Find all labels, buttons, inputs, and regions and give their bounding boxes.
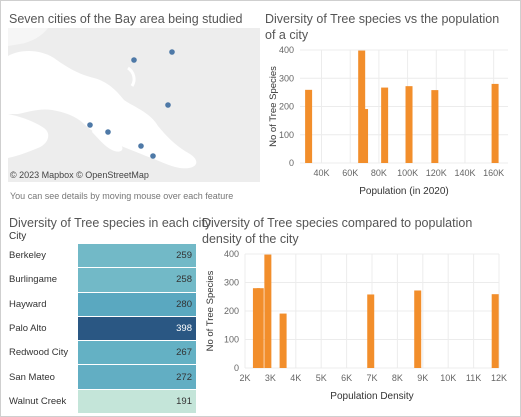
- density-chart-bar[interactable]: [252, 288, 260, 368]
- city-name: San Mateo: [6, 365, 78, 389]
- map-point-berkeley[interactable]: [131, 57, 137, 63]
- population-chart-x-tick-label: 100K: [397, 168, 418, 178]
- population-chart-x-tick-label: 60K: [342, 168, 358, 178]
- city-name: Burlingame: [6, 268, 78, 292]
- population-chart-y-tick-label: 0: [289, 158, 294, 168]
- density-chart-y-tick-label: 100: [224, 335, 239, 345]
- map-point-walnut-creek[interactable]: [169, 49, 175, 55]
- density-chart-y-tick-label: 0: [234, 363, 239, 373]
- city-heatmap: Berkeley 259 Burlingame 258 Hayward 280 Palo A…: [6, 244, 196, 414]
- city-row[interactable]: Palo Alto 398: [6, 316, 196, 342]
- density-chart-title: Diversity of Tree species compared to po…: [202, 216, 473, 246]
- city-column-header: City: [9, 231, 27, 242]
- species-count-cell: 259: [78, 244, 196, 268]
- population-chart-y-tick-label: 400: [279, 45, 294, 55]
- density-chart-y-tick-label: 200: [224, 306, 239, 316]
- density-chart-y-tick-label: 400: [224, 249, 239, 259]
- population-chart-y-tick-label: 200: [279, 102, 294, 112]
- population-chart-svg: 40K 60K 80K 100K 120K 140K 160K 0 100 200 300 400 Po…: [268, 45, 508, 197]
- density-chart-x-tick-label: 4K: [290, 373, 301, 383]
- population-chart-x-tick-label: 140K: [454, 168, 475, 178]
- city-name: Berkeley: [6, 244, 78, 268]
- population-chart-bar[interactable]: [381, 87, 389, 163]
- population-chart-bar[interactable]: [491, 83, 499, 163]
- population-chart-bar[interactable]: [405, 86, 413, 163]
- species-count-cell: 267: [78, 341, 196, 365]
- density-chart-bar[interactable]: [256, 288, 264, 368]
- density-chart-bar[interactable]: [279, 313, 287, 368]
- density-chart-x-axis-label: Population Density: [330, 391, 413, 402]
- map-point-burlingame[interactable]: [105, 129, 111, 135]
- population-chart-x-tick-label: 40K: [314, 168, 330, 178]
- density-chart-x-tick-label: 5K: [316, 373, 327, 383]
- density-chart-y-axis-label: No of Tree Species: [205, 270, 216, 351]
- population-chart-x-tick-label: 80K: [371, 168, 387, 178]
- population-chart-x-axis-label: Population (in 2020): [359, 186, 449, 197]
- species-count-cell: 398: [78, 316, 196, 341]
- city-table-title: Diversity of Tree species in each city: [9, 216, 212, 230]
- city-name: Redwood City: [6, 341, 78, 365]
- city-row[interactable]: Walnut Creek 191: [6, 389, 196, 414]
- species-count-cell: 280: [78, 292, 196, 316]
- density-chart-x-tick-label: 8K: [392, 373, 403, 383]
- density-chart-x-tick-label: 6K: [341, 373, 352, 383]
- map-point-hayward[interactable]: [165, 102, 171, 108]
- city-name: Hayward: [6, 292, 78, 316]
- map-point-palo-alto[interactable]: [150, 153, 156, 159]
- population-chart-bar[interactable]: [358, 50, 366, 163]
- density-chart-x-tick-label: 9K: [417, 373, 428, 383]
- city-row[interactable]: San Mateo 272: [6, 365, 196, 390]
- population-chart[interactable]: 40K 60K 80K 100K 120K 140K 160K 0 100 200 300 400 Po…: [262, 40, 516, 210]
- species-count-cell: 191: [78, 389, 196, 414]
- species-count-cell: 258: [78, 268, 196, 292]
- density-chart-x-tick-label: 7K: [366, 373, 377, 383]
- population-chart-y-tick-label: 100: [279, 130, 294, 140]
- density-chart-x-tick-label: 10K: [440, 373, 456, 383]
- map-point-san-mateo[interactable]: [87, 122, 93, 128]
- density-chart-x-tick-label: 12K: [491, 373, 507, 383]
- map-attribution: © 2023 Mapbox © OpenStreetMap: [10, 170, 149, 180]
- map-title: Seven cities of the Bay area being studi…: [9, 12, 243, 26]
- city-name: Palo Alto: [6, 316, 78, 341]
- density-chart-bar[interactable]: [264, 254, 272, 368]
- city-row[interactable]: Burlingame 258: [6, 268, 196, 293]
- population-chart-x-tick-label: 120K: [426, 168, 447, 178]
- density-chart-x-tick-label: 11K: [466, 373, 481, 383]
- city-row[interactable]: Redwood City 267: [6, 341, 196, 366]
- population-chart-bar[interactable]: [305, 89, 313, 163]
- city-row[interactable]: Hayward 280: [6, 292, 196, 317]
- density-chart[interactable]: 2K 3K 4K 5K 6K 7K 8K 9K 10K 11K 12K 0 100 200 300 400 Po…: [199, 244, 517, 414]
- density-chart-y-tick-label: 300: [224, 278, 239, 288]
- density-chart-bar[interactable]: [367, 294, 375, 368]
- density-chart-bar[interactable]: [414, 290, 422, 368]
- density-chart-bar[interactable]: [491, 294, 499, 368]
- city-row[interactable]: Berkeley 259: [6, 244, 196, 269]
- map-graphic: [8, 28, 260, 182]
- map-hint: You can see details by moving mouse over…: [10, 191, 234, 201]
- density-chart-x-tick-label: 2K: [239, 373, 250, 383]
- species-count-cell: 272: [78, 365, 196, 389]
- population-chart-title: Diversity of Tree species vs the populat…: [265, 12, 500, 42]
- map-point-redwood-city[interactable]: [138, 143, 144, 149]
- population-chart-x-tick-label: 160K: [483, 168, 504, 178]
- population-chart-y-axis-label: No of Tree Species: [268, 66, 279, 147]
- bay-area-map[interactable]: © 2023 Mapbox © OpenStreetMap: [8, 28, 260, 182]
- population-chart-bar[interactable]: [431, 90, 439, 163]
- population-chart-bar[interactable]: [361, 109, 369, 163]
- density-chart-x-tick-label: 3K: [265, 373, 276, 383]
- city-name: Walnut Creek: [6, 389, 78, 414]
- population-chart-y-tick-label: 300: [279, 73, 294, 83]
- density-chart-svg: 2K 3K 4K 5K 6K 7K 8K 9K 10K 11K 12K 0 100 200 300 400 Po…: [205, 249, 507, 402]
